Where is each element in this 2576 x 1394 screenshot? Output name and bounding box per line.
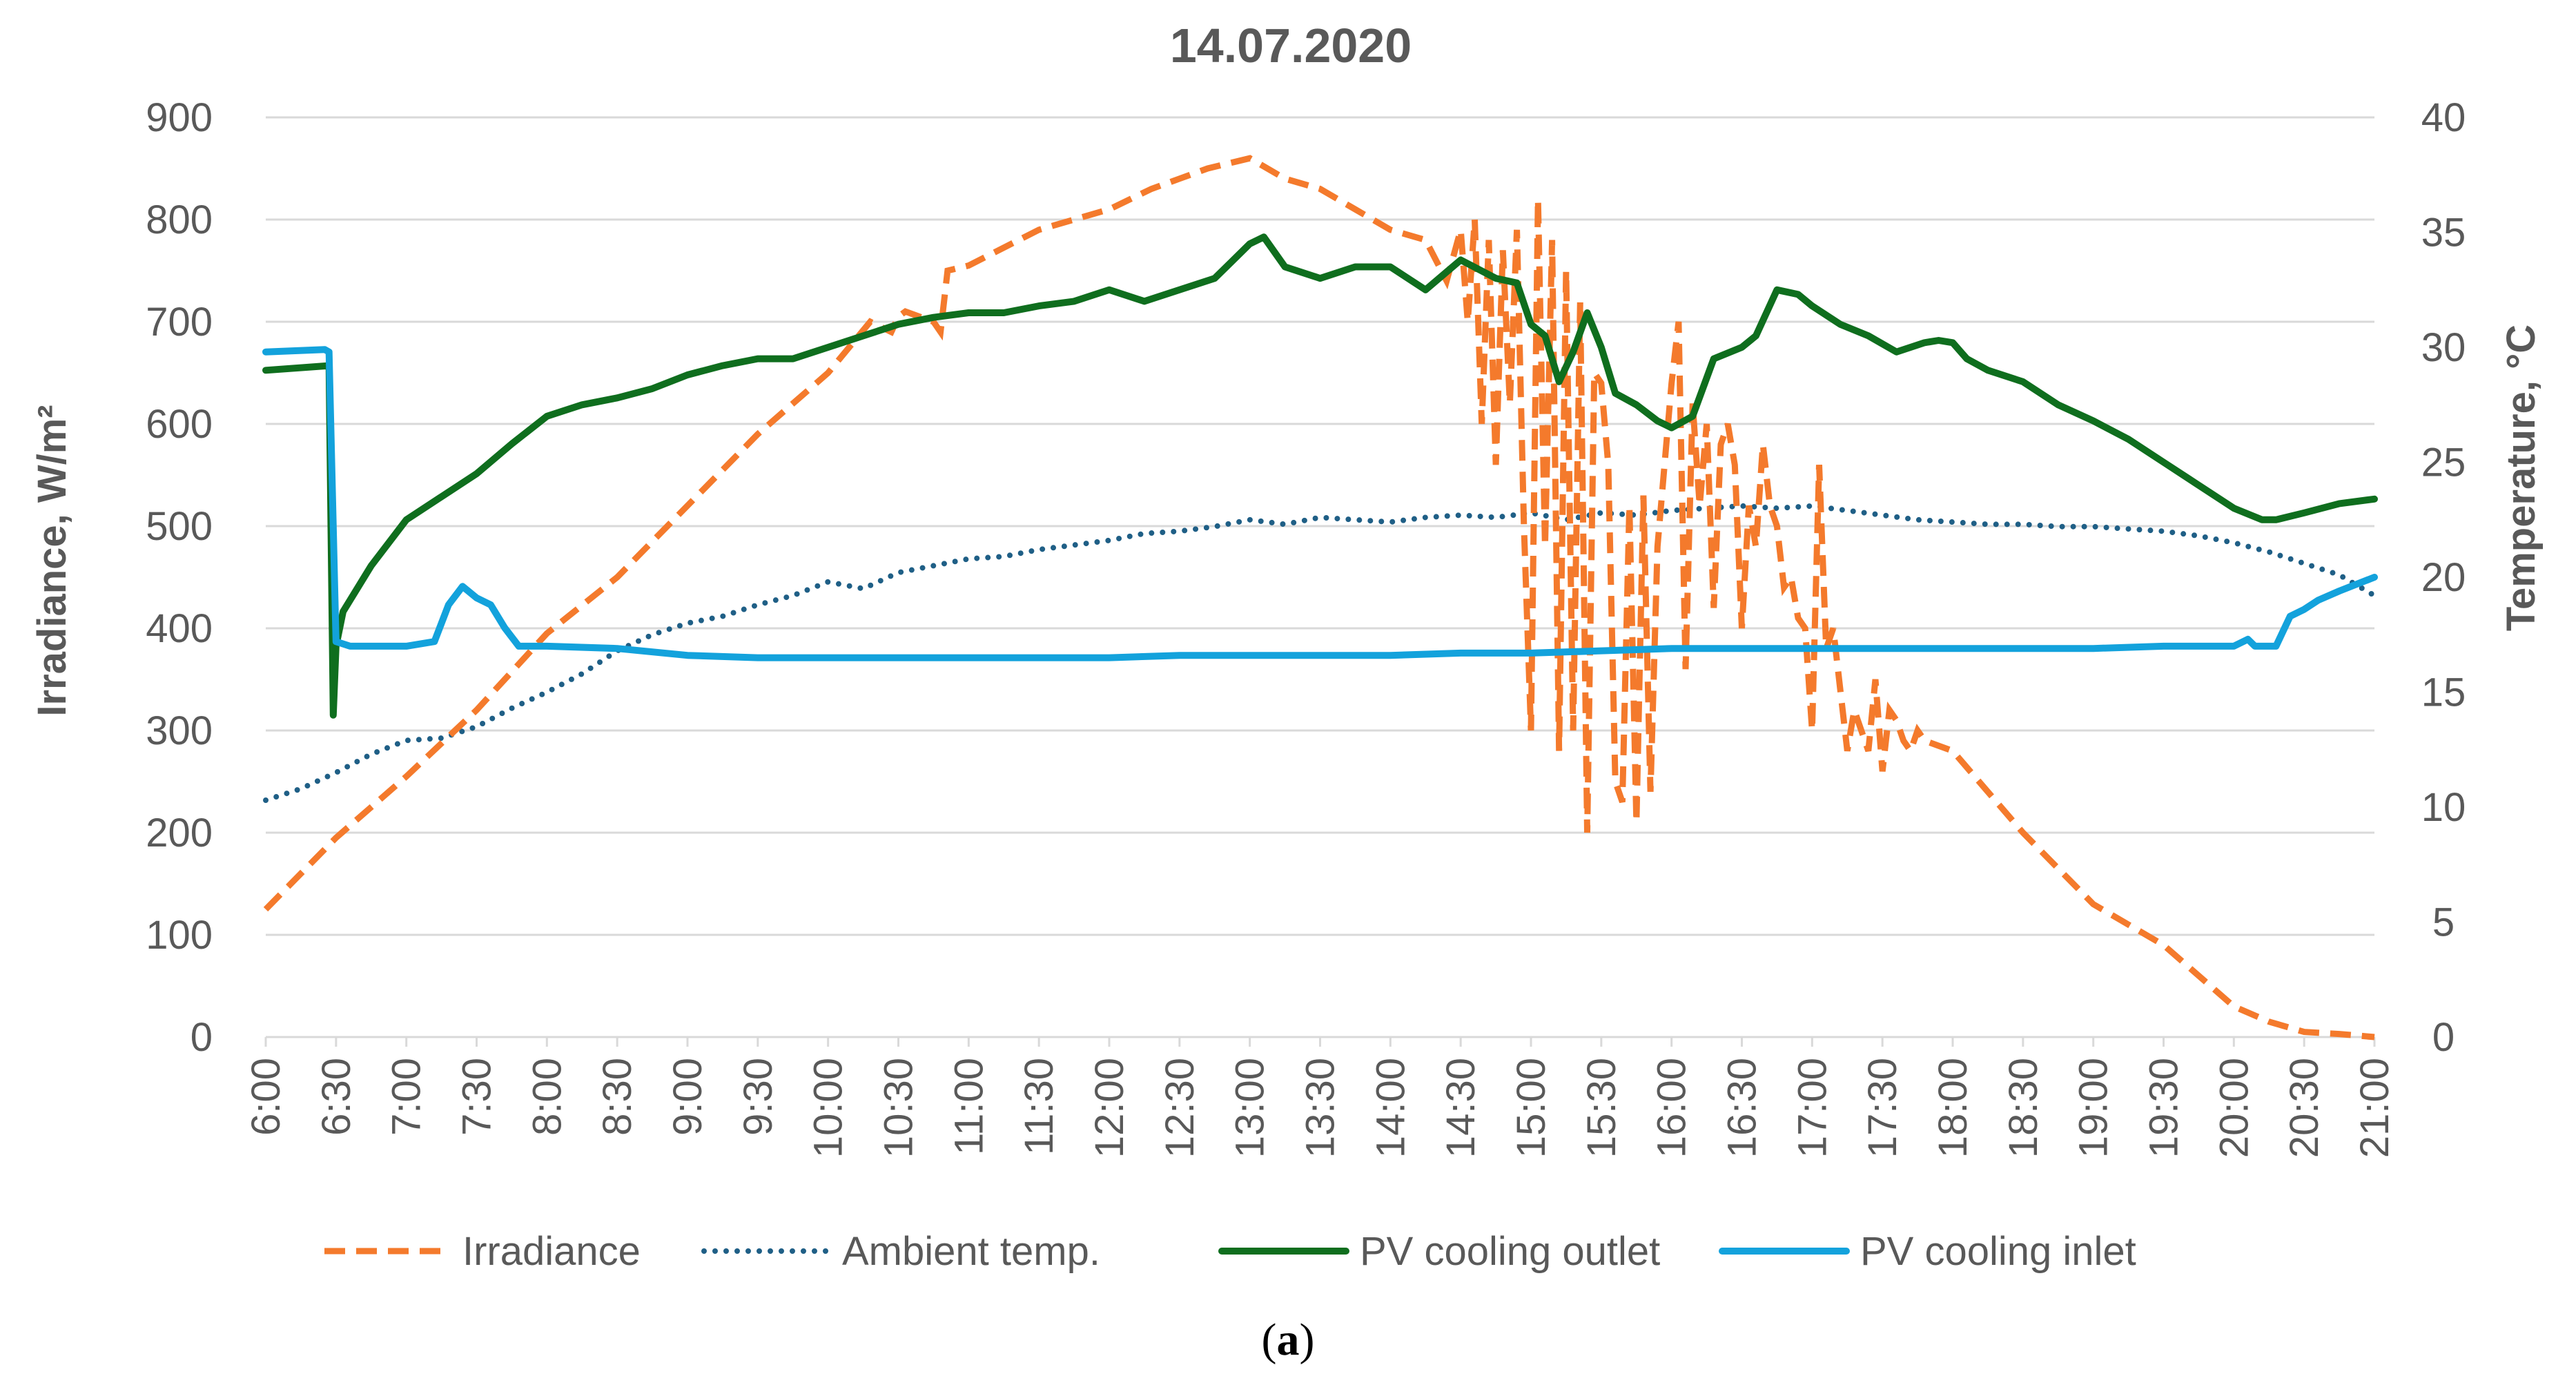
x-axis-ticks: 6:00 6:30 7:00 7:30 8:00 8:30 9:00 9:30 10:00 10:…: [244, 1037, 2397, 1158]
x-tick-label: 19:30: [2142, 1058, 2187, 1158]
x-tick-label: 16:30: [1720, 1058, 1765, 1158]
right-tick-label: 20: [2421, 555, 2466, 600]
x-tick-label: 20:00: [2212, 1058, 2256, 1158]
x-tick-label: 15:00: [1509, 1058, 1554, 1158]
x-tick-label: 9:00: [665, 1058, 710, 1136]
right-tick-label: 35: [2421, 211, 2466, 255]
x-tick-label: 7:00: [384, 1058, 429, 1136]
x-tick-label: 6:00: [244, 1058, 289, 1136]
right-tick-label: 25: [2421, 441, 2466, 485]
x-tick-label: 12:30: [1158, 1058, 1202, 1158]
x-tick-label: 10:00: [806, 1058, 851, 1158]
x-tick-label: 13:30: [1298, 1058, 1343, 1158]
x-tick-label: 11:30: [1017, 1058, 1062, 1155]
right-tick-label: 15: [2421, 670, 2466, 715]
series-line-pv-cooling-outlet: [262, 233, 2378, 719]
legend-label: Irradiance: [462, 1229, 641, 1274]
left-tick-label: 800: [146, 197, 213, 242]
x-tick-label: 8:30: [595, 1058, 640, 1136]
right-axis-ticks: 0 5 10 15 20 25 30 35 40: [2421, 95, 2466, 1060]
legend-label: Ambient temp.: [842, 1229, 1100, 1274]
right-tick-label: 30: [2421, 325, 2466, 370]
right-axis-title: Temperature, °C: [2499, 325, 2544, 631]
left-tick-label: 400: [146, 606, 213, 651]
x-tick-label: 15:30: [1579, 1058, 1624, 1158]
x-tick-label: 13:00: [1228, 1058, 1273, 1158]
legend: Irradiance Ambient temp. PV cooling outlet…: [324, 1229, 2136, 1274]
x-tick-label: 16:00: [1650, 1058, 1695, 1158]
legend-label: PV cooling inlet: [1860, 1229, 2136, 1274]
chart-title: 14.07.2020: [1170, 19, 1412, 72]
left-tick-label: 500: [146, 504, 213, 549]
x-tick-label: 7:30: [455, 1058, 500, 1136]
x-tick-label: 11:00: [946, 1058, 991, 1155]
left-tick-label: 300: [146, 708, 213, 753]
left-tick-label: 900: [146, 95, 213, 140]
x-tick-label: 14:30: [1438, 1058, 1483, 1158]
x-tick-label: 8:00: [525, 1058, 569, 1136]
right-tick-label: 40: [2421, 95, 2466, 140]
caption: (a): [1262, 1315, 1315, 1365]
x-tick-label: 18:30: [2001, 1058, 2046, 1158]
x-tick-label: 12:00: [1087, 1058, 1132, 1158]
x-tick-label: 17:00: [1790, 1058, 1835, 1158]
left-tick-label: 700: [146, 300, 213, 345]
legend-label: PV cooling outlet: [1360, 1229, 1660, 1274]
right-tick-label: 10: [2421, 785, 2466, 830]
left-axis-ticks: 0 100 200 300 400 500 600 700 800 900: [146, 95, 213, 1060]
caption-letter: a: [1277, 1315, 1300, 1365]
left-tick-label: 0: [191, 1015, 213, 1060]
gridlines: [266, 116, 2374, 1038]
x-tick-label: 18:00: [1931, 1058, 1975, 1158]
right-tick-label: 0: [2432, 1015, 2455, 1060]
left-tick-label: 600: [146, 402, 213, 447]
series-line-pv-cooling-inlet: [262, 346, 2378, 661]
x-tick-label: 14:00: [1368, 1058, 1413, 1158]
x-tick-label: 20:30: [2282, 1058, 2327, 1158]
left-tick-label: 200: [146, 811, 213, 855]
x-tick-label: 21:00: [2352, 1058, 2397, 1158]
x-tick-label: 6:30: [314, 1058, 359, 1136]
series-line-irradiance: [263, 155, 2375, 1040]
left-axis-title: Irradiance, W/m²: [30, 405, 75, 716]
series-layer: [262, 155, 2378, 1040]
x-tick-label: 9:30: [736, 1058, 781, 1136]
x-tick-label: 17:30: [1860, 1058, 1905, 1158]
left-tick-label: 100: [146, 913, 213, 958]
x-tick-label: 19:00: [2071, 1058, 2116, 1158]
x-tick-label: 10:30: [877, 1058, 921, 1158]
right-tick-label: 5: [2432, 900, 2455, 945]
